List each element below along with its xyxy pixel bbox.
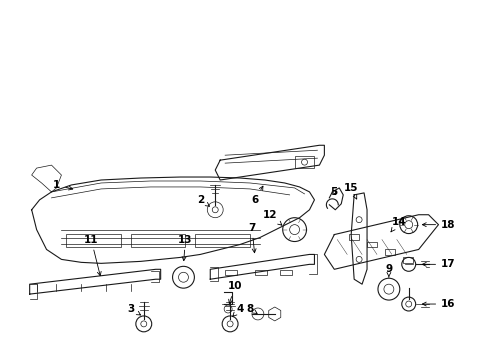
Bar (279, 270, 291, 275)
Text: 7: 7 (248, 222, 256, 253)
Bar (254, 270, 266, 275)
Text: 10: 10 (227, 281, 242, 303)
Text: 13: 13 (178, 234, 192, 261)
Text: 2: 2 (196, 195, 209, 206)
Text: 8: 8 (246, 304, 257, 314)
Text: 14: 14 (390, 217, 405, 232)
Bar (384, 249, 394, 255)
Bar (294, 156, 314, 168)
Bar (348, 234, 358, 239)
Text: 17: 17 (422, 259, 455, 269)
Text: 16: 16 (422, 299, 455, 309)
Bar (195, 234, 249, 247)
Text: 12: 12 (262, 210, 281, 225)
Text: 3: 3 (127, 304, 141, 315)
Bar (224, 270, 237, 275)
Text: 4: 4 (232, 304, 243, 316)
Text: 9: 9 (385, 264, 392, 277)
Bar (402, 257, 412, 264)
Bar (366, 242, 376, 247)
Text: 11: 11 (84, 234, 101, 276)
Bar (66, 234, 121, 247)
Text: 1: 1 (53, 180, 73, 190)
Text: 6: 6 (251, 186, 263, 205)
Text: 18: 18 (422, 220, 455, 230)
Text: 15: 15 (343, 183, 358, 199)
Bar (131, 234, 185, 247)
Text: 5: 5 (330, 187, 337, 197)
